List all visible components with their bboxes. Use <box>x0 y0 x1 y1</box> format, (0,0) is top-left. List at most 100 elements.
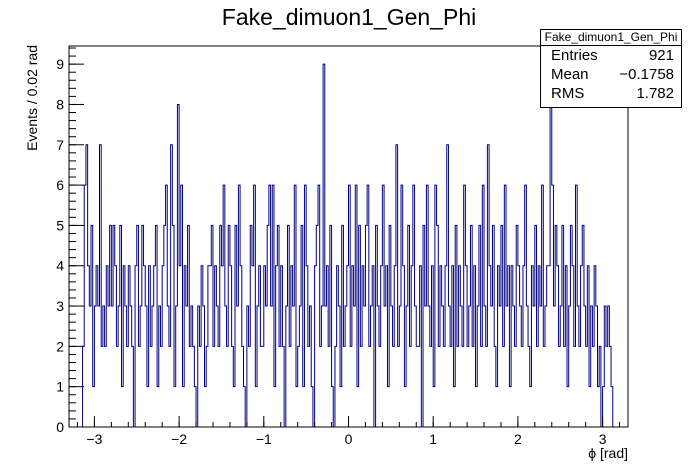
histogram-bin <box>379 346 381 427</box>
histogram-bin <box>111 306 113 427</box>
histogram-bin <box>592 346 594 427</box>
histogram-bin <box>393 346 395 427</box>
histogram-bin <box>186 306 188 427</box>
stats-row-entries: Entries 921 <box>541 46 681 65</box>
histogram-bin <box>213 346 215 427</box>
histogram-bin <box>506 306 508 427</box>
x-tick-label: 2 <box>514 431 522 447</box>
histogram-bin <box>274 387 276 427</box>
histogram-bin <box>160 346 162 427</box>
histogram-bin <box>430 346 432 427</box>
histogram-bin <box>438 346 440 427</box>
histogram-bin <box>308 346 310 427</box>
y-tick-label: 7 <box>56 137 64 153</box>
histogram-bin <box>189 346 191 427</box>
histogram-bin <box>472 346 474 427</box>
histogram-bin <box>387 387 389 427</box>
y-axis: 0 1 2 3 4 5 6 7 8 9 <box>56 47 84 435</box>
y-axis-label: Events / 0.02 rad <box>24 45 40 151</box>
y-tick-label: 4 <box>56 258 64 274</box>
histogram-bin <box>105 346 107 427</box>
histogram-bin <box>384 306 386 427</box>
x-tick-label: 0 <box>345 431 353 447</box>
histogram-bin <box>369 346 371 427</box>
histogram-bin <box>147 387 149 427</box>
histogram-bin <box>325 306 327 427</box>
histogram-bin <box>108 306 110 427</box>
histogram-outline <box>82 63 614 428</box>
histogram-bin <box>589 387 591 427</box>
histogram-bin <box>89 306 91 427</box>
stats-row-mean: Mean −0.1758 <box>541 65 681 84</box>
histogram-bin <box>169 346 171 427</box>
histogram-bin <box>138 346 140 427</box>
histogram-bin <box>221 266 223 427</box>
stats-rms-label: RMS <box>551 85 585 102</box>
histogram-bin <box>237 306 239 427</box>
histogram-bin <box>425 306 427 427</box>
histogram-bin <box>210 266 212 427</box>
stats-box-title: Fake_dimuon1_Gen_Phi <box>541 30 681 46</box>
histogram-bin <box>515 346 517 427</box>
histogram-bin <box>293 306 295 427</box>
histogram-bin <box>289 346 291 427</box>
histogram-bin <box>579 346 581 427</box>
stats-mean-value: −0.1758 <box>619 66 674 83</box>
y-tick-label: 2 <box>56 338 64 354</box>
histogram-bin <box>116 346 118 427</box>
histogram-bin <box>182 387 184 427</box>
histogram-bin <box>499 306 501 427</box>
histogram-bin <box>567 387 569 427</box>
histogram-bin <box>354 306 356 427</box>
histogram-bin <box>296 387 298 427</box>
histogram-bin <box>398 346 400 427</box>
histogram-bin <box>606 346 608 427</box>
x-tick-label: −2 <box>171 431 187 447</box>
x-tick-label: −1 <box>256 431 272 447</box>
histogram-bin <box>279 346 281 427</box>
histogram-bin <box>462 346 464 427</box>
histogram-bin <box>553 306 555 427</box>
histogram-bin <box>559 346 561 427</box>
histogram-bin <box>533 306 535 427</box>
histogram-bin <box>150 346 152 427</box>
x-tick-label: 1 <box>429 431 437 447</box>
histogram-bin <box>252 266 254 427</box>
histogram-bin <box>467 346 469 427</box>
y-tick-label: 6 <box>56 177 64 193</box>
histogram-bin <box>416 346 418 427</box>
histogram-bin <box>409 346 411 427</box>
histogram-bin <box>457 346 459 427</box>
histogram-bin <box>328 346 330 427</box>
histogram-bin <box>598 387 600 427</box>
histogram-bin <box>343 346 345 427</box>
histogram-bin <box>320 346 322 427</box>
histogram-bin <box>454 387 456 427</box>
x-axis: −3 −2 −1 0 1 2 3 <box>76 416 621 447</box>
chart-title: Fake_dimuon1_Gen_Phi <box>221 4 477 30</box>
histogram-bin <box>537 346 539 427</box>
histogram-bin <box>122 387 124 427</box>
histogram-bin <box>530 387 532 427</box>
histogram-bin <box>418 346 420 427</box>
y-tick-label: 3 <box>56 298 64 314</box>
histogram-bin <box>199 346 201 427</box>
histogram-bin <box>476 387 478 427</box>
stats-rms-value: 1.782 <box>636 85 674 102</box>
histogram-bin <box>98 306 100 427</box>
histogram-bin <box>157 387 159 427</box>
y-tick-label: 8 <box>56 96 64 112</box>
stats-entries-value: 921 <box>648 47 674 64</box>
histogram-bin <box>218 346 220 427</box>
histogram-bin <box>486 346 488 427</box>
histogram-bin <box>450 346 452 427</box>
x-tick-label: −3 <box>86 431 102 447</box>
histogram-bin <box>496 387 498 427</box>
histogram-bin <box>265 306 267 427</box>
histogram-bin <box>360 346 362 427</box>
histogram-bin <box>174 387 176 427</box>
histogram-bin <box>364 306 366 427</box>
stats-row-rms: RMS 1.782 <box>541 84 681 103</box>
histogram-bin <box>127 346 129 427</box>
histogram-bin <box>233 387 235 427</box>
